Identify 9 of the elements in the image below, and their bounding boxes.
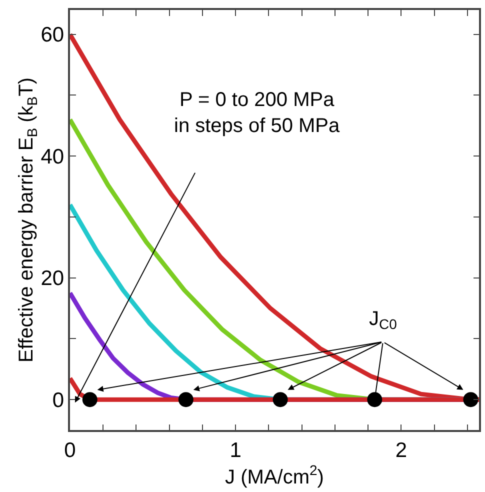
- x-axis-title: J (MA/cm$^{2}$): [225, 462, 324, 488]
- y-tick-label: 0: [52, 388, 64, 412]
- y-tick-label: 60: [40, 24, 64, 47]
- annotation: J$_{C0}$: [369, 308, 398, 332]
- annotation: P = 0 to 200 MPa in steps of 50 MPa: [174, 89, 341, 137]
- x-tick-label: 1: [230, 438, 242, 462]
- x-tick-label: 2: [395, 438, 408, 462]
- y-tick-label: 40: [40, 145, 64, 168]
- y-tick-label: 20: [40, 267, 64, 290]
